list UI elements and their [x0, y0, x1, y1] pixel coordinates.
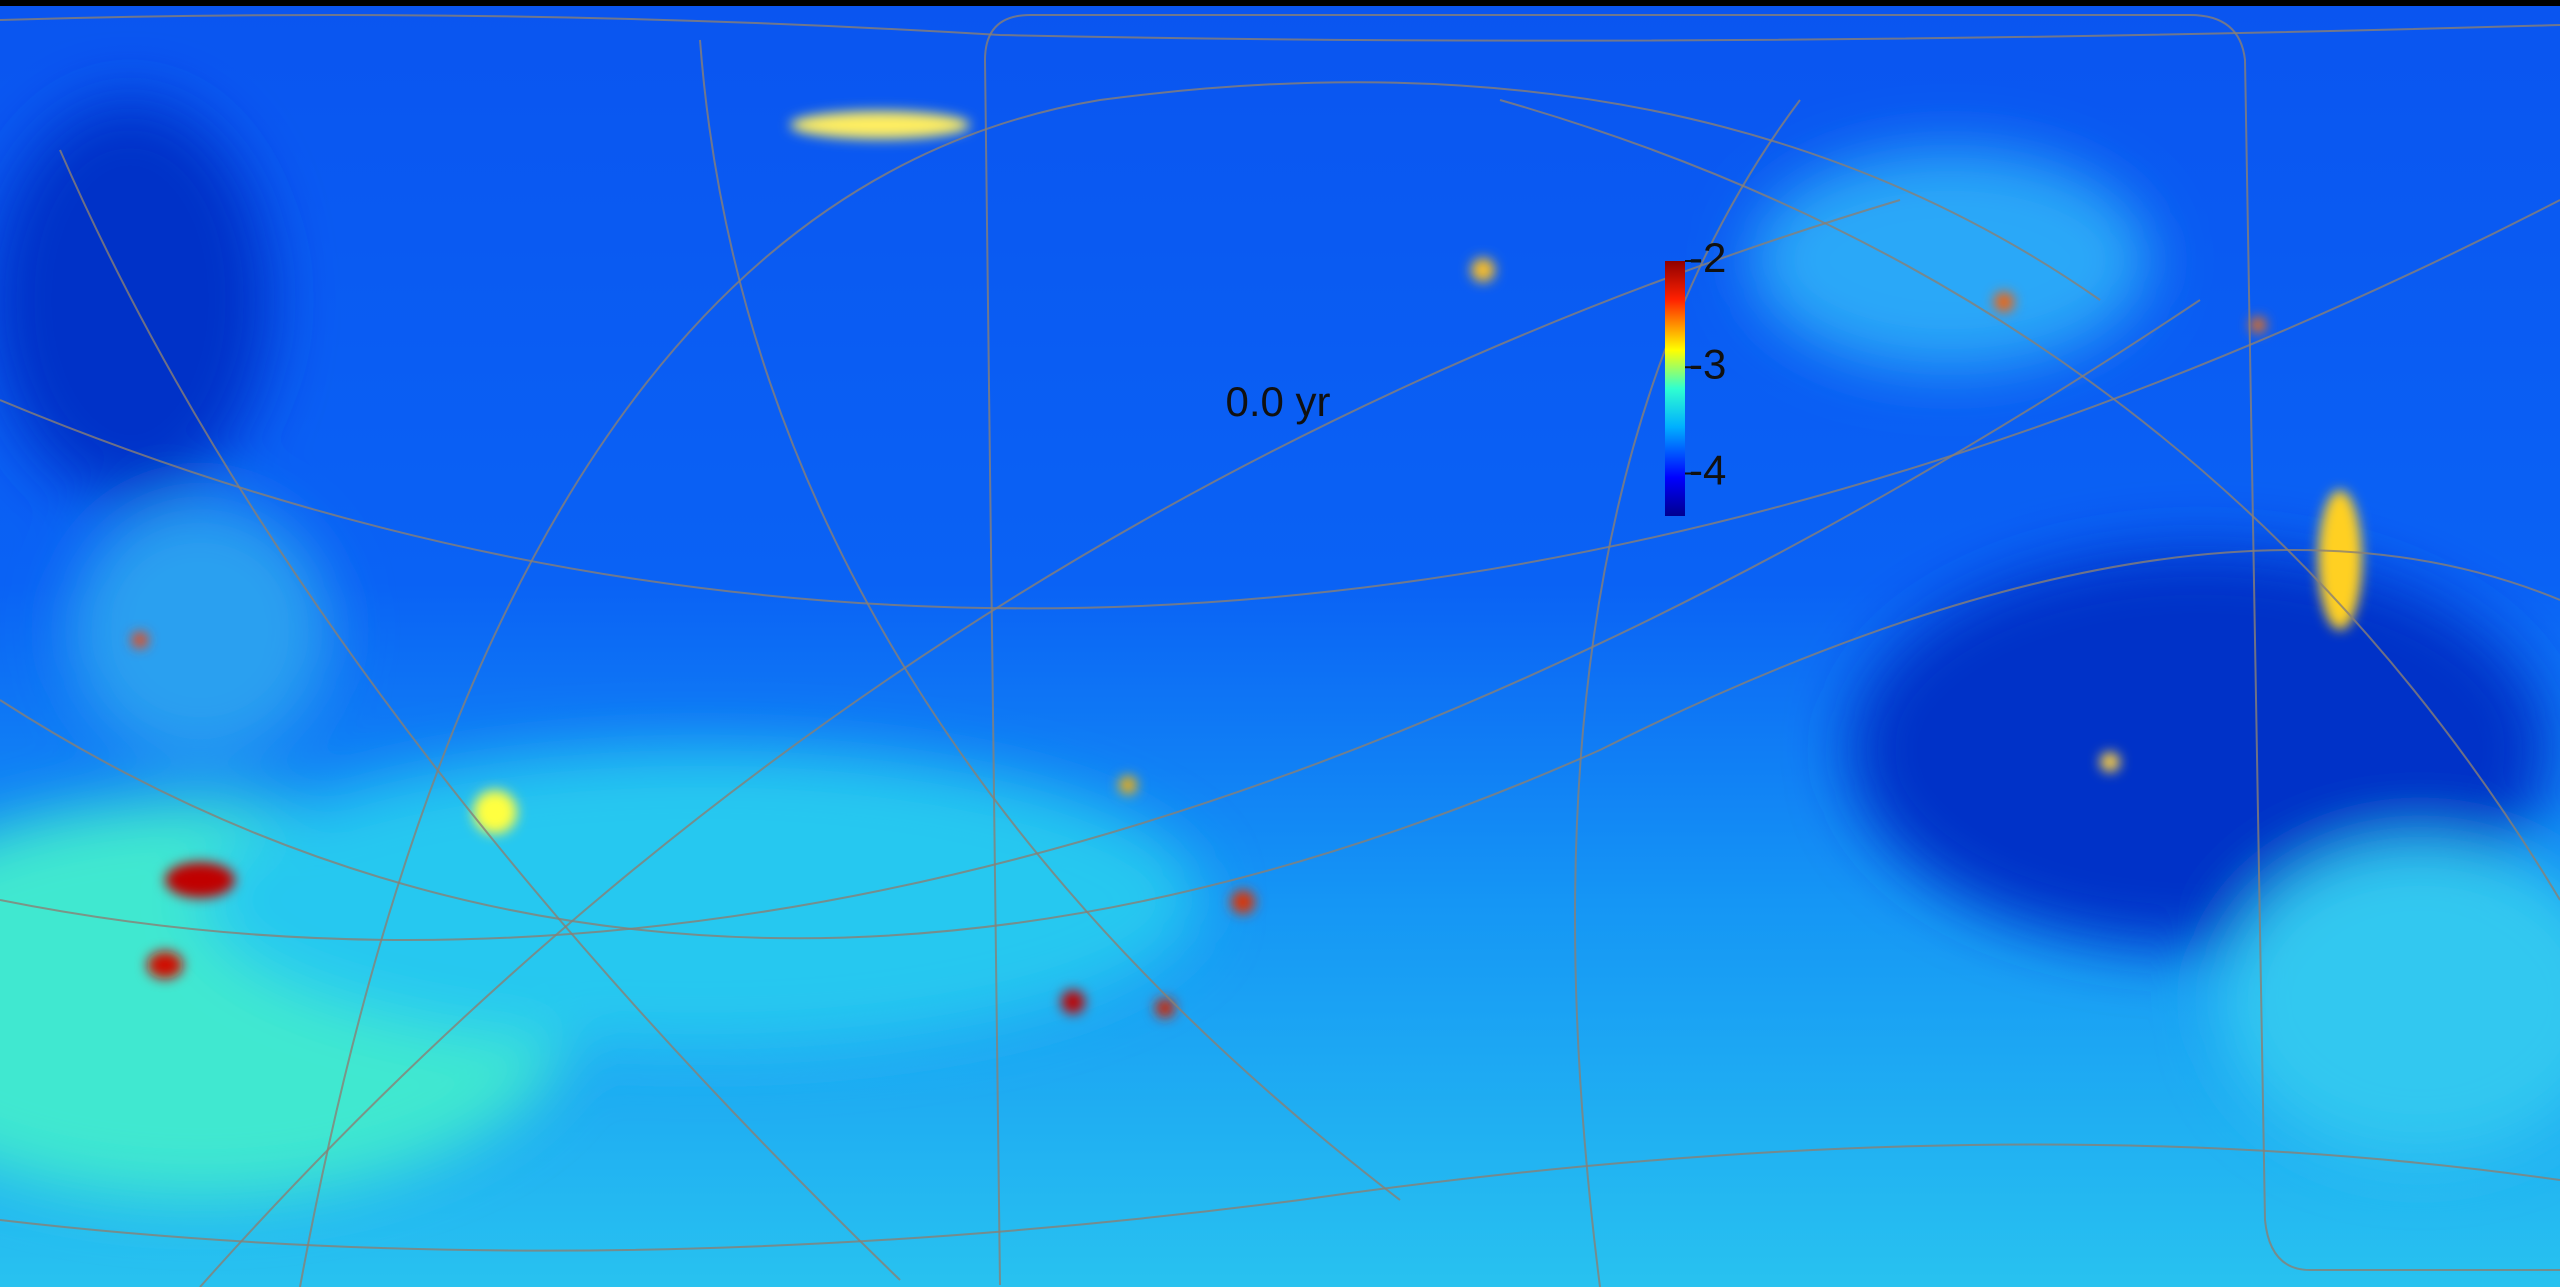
colorbar-tick-label: -4: [1689, 447, 1726, 494]
colorbar: -2 -3 -4: [1665, 234, 1726, 516]
sky-map: 0.0 yr -2 -3 -4: [0, 0, 2560, 1287]
colorbar-tick-label: -2: [1689, 234, 1726, 281]
sky-background: [0, 0, 2560, 1287]
colorbar-gradient: [1665, 261, 1685, 516]
time-label: 0.0 yr: [1225, 378, 1330, 425]
page: 0.0 yr -2-3-4 (() => { const data = JSON…: [0, 0, 2560, 1287]
colorbar-tick-label: -3: [1689, 340, 1726, 387]
